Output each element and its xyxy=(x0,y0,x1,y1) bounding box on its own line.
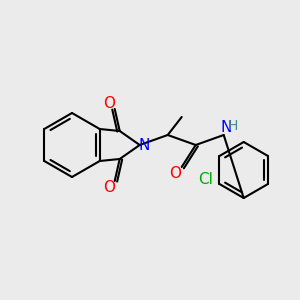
Text: O: O xyxy=(103,95,115,110)
Text: O: O xyxy=(103,179,115,194)
Text: N: N xyxy=(220,119,231,134)
Text: Cl: Cl xyxy=(198,172,213,188)
Text: H: H xyxy=(227,119,238,133)
Text: N: N xyxy=(138,137,149,152)
Text: O: O xyxy=(169,166,181,181)
